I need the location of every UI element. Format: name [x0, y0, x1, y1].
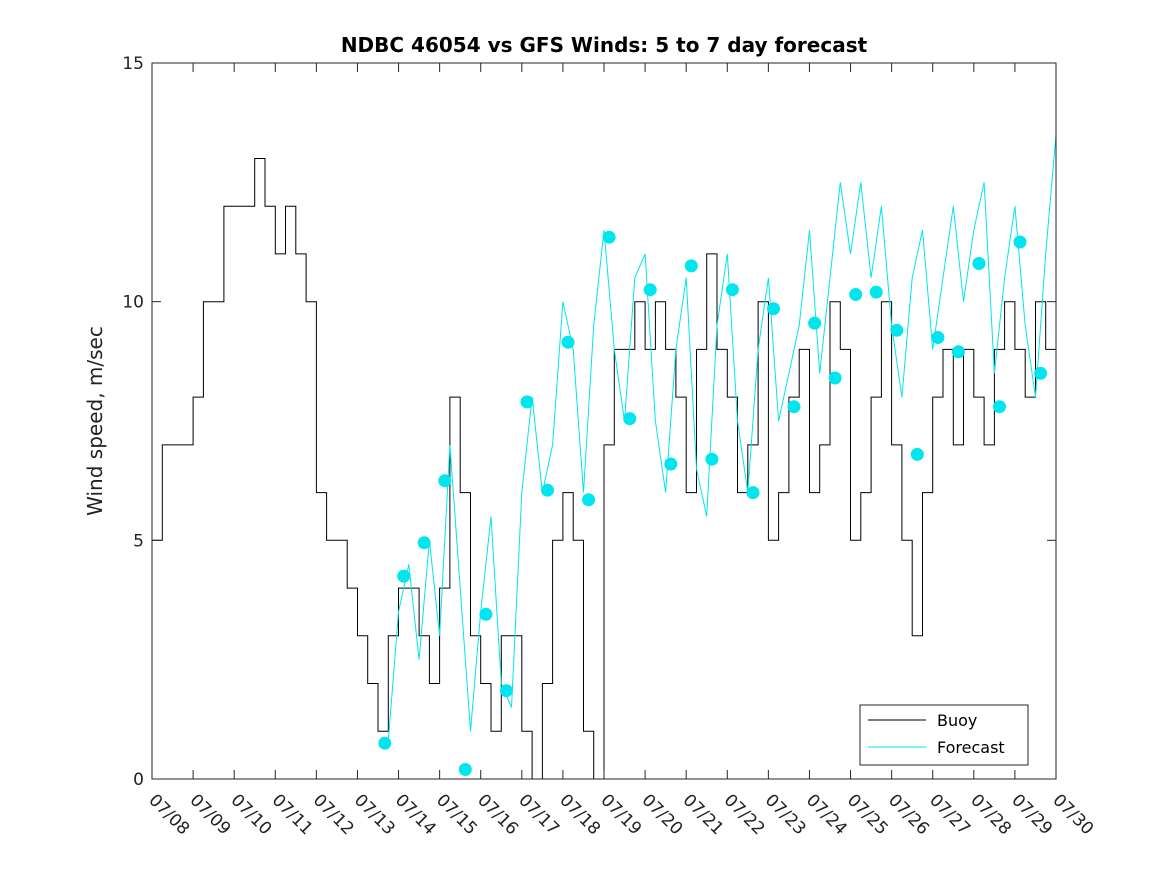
- forecast-marker: [623, 412, 637, 426]
- y-tick-label: 10: [122, 293, 144, 313]
- forecast-marker: [746, 486, 760, 500]
- x-tick-label: 07/13: [350, 790, 399, 839]
- legend-label-buoy: Buoy: [937, 711, 977, 730]
- x-tick-label: 07/27: [925, 790, 974, 839]
- forecast-marker: [458, 763, 472, 776]
- forecast-marker: [479, 607, 493, 621]
- x-tick-label: 07/08: [144, 790, 193, 839]
- forecast-marker: [664, 457, 678, 471]
- forecast-marker: [828, 371, 842, 385]
- x-tick-label: 07/29: [1007, 790, 1056, 839]
- forecast-marker: [1034, 366, 1048, 380]
- x-tick-label: 07/10: [227, 790, 276, 839]
- x-tick-label: 07/11: [268, 790, 317, 839]
- forecast-marker: [993, 400, 1006, 414]
- y-axis-label: Wind speed, m/sec: [83, 326, 107, 516]
- legend-box: [859, 704, 1029, 766]
- forecast-marker: [849, 288, 863, 301]
- x-tick-label: 07/15: [432, 790, 481, 839]
- chart-title: NDBC 46054 vs GFS Winds: 5 to 7 day fore…: [341, 33, 868, 57]
- forecast-marker: [972, 257, 986, 270]
- x-tick-label: 07/18: [555, 790, 604, 839]
- x-tick-label: 07/30: [1048, 790, 1097, 839]
- forecast-marker: [520, 395, 534, 409]
- y-tick-label: 5: [133, 531, 144, 551]
- forecast-marker: [705, 452, 719, 466]
- forecast-marker: [869, 285, 883, 299]
- forecast-marker: [1013, 235, 1027, 249]
- x-tick-label: 07/22: [720, 790, 769, 839]
- x-tick-label: 07/23: [761, 790, 810, 839]
- forecast-marker: [499, 684, 513, 698]
- x-tick-label: 07/24: [802, 790, 851, 839]
- forecast-marker: [931, 331, 945, 344]
- forecast-marker: [951, 345, 965, 359]
- forecast-marker: [582, 493, 596, 507]
- forecast-marker: [684, 259, 698, 273]
- forecast-markers: [378, 230, 1048, 776]
- x-tick-label: 07/14: [391, 790, 440, 839]
- x-tick-label: 07/21: [679, 790, 728, 839]
- x-tick-label: 07/12: [309, 790, 358, 839]
- forecast-marker: [417, 536, 431, 550]
- x-tick-label: 07/17: [514, 790, 563, 839]
- forecast-marker: [397, 569, 411, 583]
- forecast-marker: [910, 447, 924, 461]
- forecast-marker: [808, 316, 822, 330]
- forecast-marker: [378, 736, 392, 750]
- y-tick-label: 15: [122, 54, 144, 74]
- forecast-marker: [438, 474, 452, 488]
- legend: Buoy Forecast: [859, 704, 1029, 766]
- x-tick-label: 07/25: [843, 790, 892, 839]
- x-tick-label: 07/28: [966, 790, 1015, 839]
- forecast-marker: [541, 483, 554, 497]
- forecast-marker: [787, 400, 801, 414]
- x-tick-label: 07/19: [596, 790, 645, 839]
- series-line-forecast: [387, 134, 1057, 741]
- legend-label-forecast: Forecast: [937, 738, 1005, 757]
- x-tick-label: 07/26: [884, 790, 933, 839]
- x-tick-label: 07/20: [638, 790, 687, 839]
- forecast-marker: [767, 302, 780, 316]
- x-tick-label: 07/09: [186, 790, 235, 839]
- forecast-marker: [643, 283, 657, 297]
- forecast-marker: [725, 283, 739, 297]
- x-tick-label: 07/16: [473, 790, 522, 839]
- y-tick-label: 0: [133, 770, 144, 790]
- forecast-marker: [561, 335, 575, 349]
- series-layer: [152, 134, 1057, 780]
- forecast-marker: [602, 230, 616, 244]
- forecast-marker: [890, 323, 904, 337]
